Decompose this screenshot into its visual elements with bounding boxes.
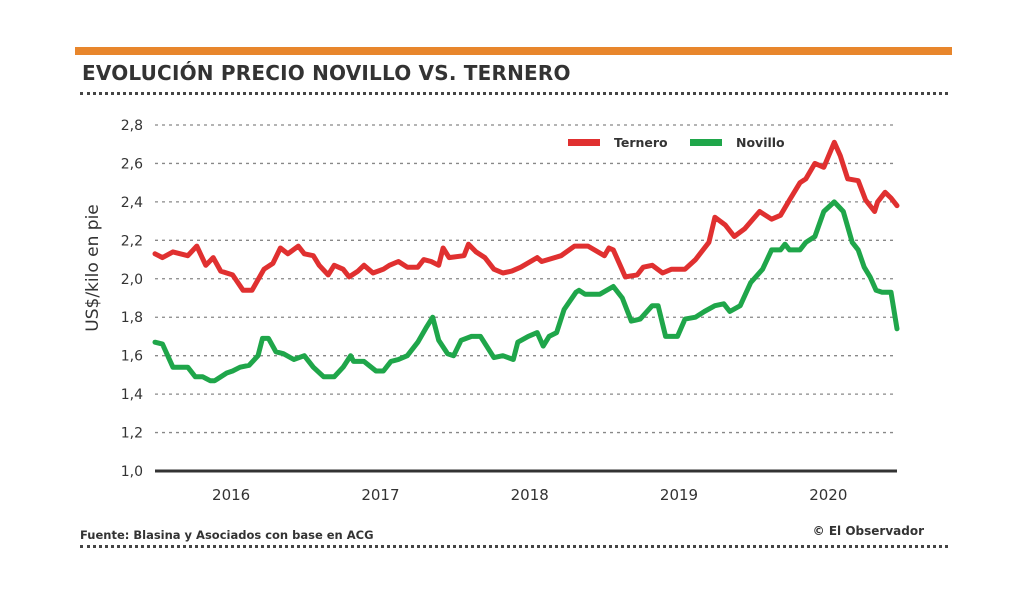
x-tick-label: 2019 [660, 486, 698, 504]
y-tick-label: 1,0 [121, 464, 143, 480]
y-tick-label: 2,6 [121, 156, 143, 172]
chart-title: EVOLUCIÓN PRECIO NOVILLO VS. TERNERO [82, 61, 571, 85]
legend-label-novillo: Novillo [736, 135, 785, 150]
x-tick-label: 2018 [511, 486, 549, 504]
legend-swatch-novillo [690, 139, 722, 146]
x-tick-label: 2020 [809, 486, 847, 504]
y-tick-label: 1,4 [121, 387, 143, 403]
x-tick-label: 2017 [361, 486, 399, 504]
y-axis-label: US$/kilo en pie [83, 204, 103, 331]
y-tick-label: 1,8 [121, 310, 143, 326]
y-tick-label: 2,0 [121, 272, 143, 288]
accent-bar [75, 47, 952, 55]
series-line-novillo [152, 199, 900, 384]
y-tick-label: 2,8 [121, 118, 143, 134]
footer-divider [80, 545, 948, 548]
y-tick-label: 2,4 [121, 195, 143, 211]
legend-label-ternero: Ternero [614, 135, 668, 150]
source-note: Fuente: Blasina y Asociados con base en … [80, 528, 374, 542]
credit-note: © El Observador [812, 524, 924, 538]
y-tick-label: 2,2 [121, 233, 143, 249]
series-line-ternero [152, 139, 900, 293]
y-tick-label: 1,6 [121, 349, 143, 365]
x-tick-label: 2016 [212, 486, 250, 504]
header-divider [80, 92, 948, 95]
legend-swatch-ternero [568, 139, 600, 146]
y-tick-label: 1,2 [121, 426, 143, 442]
